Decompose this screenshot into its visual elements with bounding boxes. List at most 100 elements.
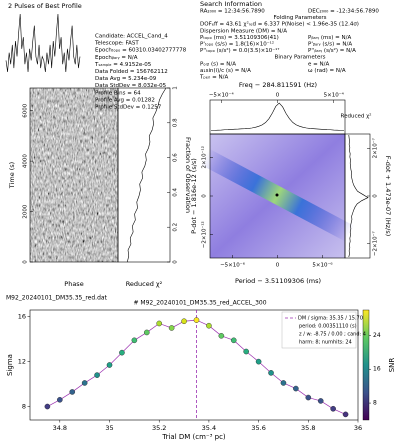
y2-tick-label: 0.4 (173, 188, 179, 197)
search-line: P''ᵦₐᵣᵧ (s/s²) = N/A (308, 47, 356, 54)
search-line: P'ᵦₐᵣᵧ (s/s) = N/A (308, 42, 352, 48)
dm-point (94, 372, 100, 378)
y-label: Sigma (6, 354, 14, 376)
info-line: Tₛₐₘₚₗₑ = 4.9152e-05 (94, 62, 152, 68)
y-tick-label: 6000 (23, 103, 29, 117)
search-line: RA₂₀₀₀ = 12:34:56.7890 (200, 9, 265, 15)
dm-point (230, 337, 237, 344)
y-tick-label: 2000 (23, 204, 29, 218)
filename: M92_20240101_DM35.35_red.dat (6, 295, 108, 302)
y2-tick-label: 0 (373, 194, 379, 198)
dm-point (330, 405, 336, 412)
info-line: Candidate: ACCEL_Cand_4 (95, 34, 168, 40)
x2-tick-label: 5×10⁻⁴ (324, 92, 345, 99)
x-label: Trial DM (cm⁻³ pc) (161, 433, 226, 441)
chi-label: Reduced χ² (126, 280, 163, 288)
dm-point (156, 320, 163, 327)
x-tick-label: 35 (105, 424, 113, 432)
chart-title: # M92_20240101_DM35.35_red_ACCEL_300 (133, 300, 266, 307)
y-tick-label: 2×10⁻¹² (201, 146, 208, 168)
info-line: Data Avg = 5.234e-09 (95, 76, 157, 82)
profile-title: 2 Pulses of Best Profile (8, 2, 82, 10)
info-line: Profile StdDev = 0.1257 (95, 105, 162, 111)
y-tick-label: 16 (18, 313, 26, 321)
y2-tick-label: 0.8 (173, 118, 179, 127)
search-line: DEC₂₀₀₀ = -12:34:56.7890 (308, 9, 379, 15)
info-line: Epochᵦₐᵣᵧ = N/A (95, 55, 138, 61)
y-tick-label: 8 (22, 403, 26, 411)
dm-point (293, 385, 299, 392)
search-line: P''ₜₒₚₒ (s/s²) = 0.0(3.5)×10⁻¹⁷ (200, 47, 280, 54)
dm-point (243, 348, 249, 355)
y-tick-label: −2×10⁻¹² (201, 221, 208, 248)
freq-frame (209, 99, 346, 135)
legend-text: z / w: -8.75 / 0.00 ; cand: 4 (299, 332, 366, 338)
chi-line (127, 87, 167, 263)
search-line: Dispersion Measure (DM) = N/A (200, 28, 287, 34)
x2-tick-label: 0 (276, 93, 280, 99)
x-tick-label: 34.8 (53, 424, 67, 432)
dm-point (181, 318, 187, 325)
info-line: Data StdDev = 8.032e-05 (95, 83, 167, 89)
search-line: Pₒᵣᵦ (s) = N/A (200, 61, 236, 67)
dm-point (305, 394, 312, 401)
y-label: P-dot − 1.816e-12 (s/s) (190, 158, 198, 234)
dm-point (57, 396, 63, 403)
y2-label: Fraction of Observation (184, 137, 192, 213)
dm-point (168, 325, 175, 331)
search-line: e = N/A (308, 61, 329, 67)
x-tick-label: 35.4 (202, 424, 216, 432)
search-line: DOFₑff = 43.61 χ²ᵣₑd = 6.337 P(Noise) < … (200, 21, 359, 28)
search-line: ω (rad) = N/A (308, 68, 346, 74)
search-line: Pₜₒₚₒ (ms) = 3.51109306(41) (200, 35, 279, 41)
y2-tick-label: 0.2 (173, 223, 179, 232)
section-title: Binary Parameters (275, 55, 326, 61)
dm-point (280, 380, 287, 386)
section-title: Folding Parameters (273, 15, 326, 21)
dm-point (317, 398, 324, 404)
dm-point (106, 362, 113, 368)
x-tick-label: −5×10⁻⁶ (220, 262, 246, 269)
search-line: Pᵦₐᵣᵧ (ms) = N/A (308, 35, 351, 41)
chi-line (348, 134, 369, 258)
colorbar-tick-label: 8 (373, 400, 377, 407)
info-line: Profile Bins = 64 (95, 90, 141, 96)
x-tick-label: 36 (354, 424, 362, 432)
chi-label: Reduced χ² (341, 113, 372, 120)
chi-frame (117, 87, 171, 263)
y2-tick-label: −2×10⁻⁷ (372, 231, 379, 256)
dm-point (119, 349, 125, 356)
dm-point (206, 322, 212, 329)
x-tick-label: 35.2 (152, 424, 166, 432)
x-tick-label: 35.8 (301, 424, 315, 432)
x-tick-label: 5×10⁻⁶ (312, 262, 333, 269)
legend-text: DM / sigma: 35.35 / 15.70 (298, 316, 363, 322)
y2-tick-label: 0 (173, 260, 179, 264)
freq-profile (210, 102, 345, 131)
y2-label: F-dot + 1.473e-07 (Hz/s) (384, 156, 392, 237)
x2-tick-label: −5×10⁻⁴ (209, 92, 235, 99)
ppchi-frame (344, 133, 371, 259)
y2-tick-label: 0.6 (173, 153, 179, 162)
ppdot-streak (200, 148, 355, 242)
search-title: Search Information (200, 0, 262, 8)
colorbar-tick-label: 16 (373, 366, 381, 373)
info-line: Profile Avg = 0.01282 (95, 97, 155, 103)
ppdot-best (275, 193, 279, 197)
dm-point (268, 370, 274, 376)
dm-point (143, 329, 150, 336)
dm-point (69, 389, 76, 395)
y-tick-label: 12 (18, 358, 26, 366)
dm-point (193, 317, 200, 323)
y2-tick-label: 2×10⁻⁷ (372, 138, 379, 158)
legend-text: harm: 8; numhits: 24 (299, 340, 352, 346)
x-label: Phase (64, 280, 83, 288)
info-line: Data Folded = 156762112 (95, 69, 168, 75)
colorbar-label: SNR (388, 358, 396, 373)
top-label: Freq − 284.811591 (Hz) (239, 81, 317, 89)
colorbar (362, 309, 370, 421)
x-tick-label: 35.6 (251, 424, 265, 432)
y-tick-label: 0 (23, 260, 29, 264)
profile-line (5, 13, 81, 73)
